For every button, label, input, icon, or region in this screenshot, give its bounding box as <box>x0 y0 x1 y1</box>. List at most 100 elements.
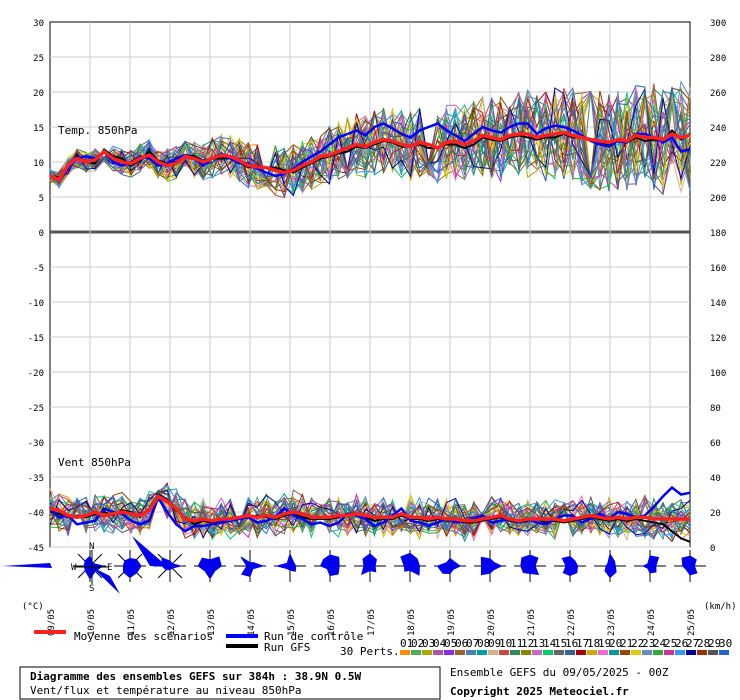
wind-rose <box>234 550 266 582</box>
pert-legend-swatch <box>554 650 564 655</box>
temp-pert-line <box>49 93 691 191</box>
legend-mean: Moyenne des scénarios <box>74 630 213 643</box>
y2-tick-label: 0 <box>710 544 715 554</box>
wind-roses <box>2 536 706 594</box>
pert-legend-swatch <box>620 650 630 655</box>
y-tick-label: 20 <box>33 89 44 99</box>
wind-rose <box>594 550 626 582</box>
pert-legend-label: 07 <box>466 637 479 650</box>
y-tick-label: -30 <box>28 439 44 449</box>
y-tick-label: -45 <box>28 544 44 554</box>
wind-mean-line <box>49 493 690 523</box>
y2-tick-label: 120 <box>710 334 726 344</box>
perturbation-legend: 0102030405060708091011121314151617181920… <box>400 637 732 655</box>
y2-tick-label: 280 <box>710 54 726 64</box>
wind-rose <box>194 550 226 582</box>
pert-legend-swatch <box>521 650 531 655</box>
pert-legend-label: 25 <box>664 637 677 650</box>
x-tick-label: 24/05 <box>647 609 657 636</box>
compass: N S W E <box>71 542 112 594</box>
pert-legend-label: 05 <box>444 637 457 650</box>
wind-rose <box>474 550 506 582</box>
x-tick-label: 23/05 <box>607 609 617 636</box>
x-tick-label: 12/05 <box>167 609 177 636</box>
title-box <box>19 666 441 700</box>
pert-legend-label: 18 <box>587 637 600 650</box>
legend-control: Run de contrôle <box>264 630 363 643</box>
pert-legend-label: 21 <box>620 637 633 650</box>
x-tick-label: 14/05 <box>247 609 257 636</box>
y-tick-label: -10 <box>28 299 44 309</box>
y2-tick-label: 100 <box>710 369 726 379</box>
pert-legend-swatch <box>499 650 509 655</box>
legend-gfs: Run GFS <box>264 641 310 654</box>
pert-legend-label: 09 <box>488 637 501 650</box>
wind-wedge <box>2 563 52 568</box>
wind-rose <box>354 550 386 582</box>
y2-tick-label: 60 <box>710 439 721 449</box>
wind-wedge <box>92 567 120 594</box>
pert-legend-label: 14 <box>543 637 557 650</box>
pert-legend-swatch <box>642 650 652 655</box>
wind-rose <box>394 550 426 582</box>
temp-mean-line <box>49 130 691 182</box>
temp-pert-line <box>49 93 691 191</box>
pert-legend-label: 22 <box>631 637 644 650</box>
pert-legend-swatch <box>664 650 674 655</box>
temp-pert-line <box>49 92 691 188</box>
y-tick-label: -15 <box>28 334 44 344</box>
pert-legend-swatch <box>565 650 575 655</box>
wind-label: Vent 850hPa <box>58 456 131 469</box>
y2-tick-label: 160 <box>710 264 726 274</box>
compass-s: S <box>89 584 94 594</box>
y-tick-label: -35 <box>28 474 44 484</box>
y-tick-label: 25 <box>33 54 44 64</box>
wind-rose <box>154 550 186 582</box>
chart-subtitle: Vent/flux et température au niveau 850hP… <box>30 684 302 697</box>
y-tick-label: 10 <box>33 159 44 169</box>
y-tick-label: -40 <box>28 509 44 519</box>
legend: Moyenne des scénarios Run de contrôle Ru… <box>34 630 732 658</box>
pert-legend-label: 03 <box>422 637 435 650</box>
wind-rose <box>434 550 466 582</box>
pert-legend-swatch <box>510 650 520 655</box>
pert-legend-label: 06 <box>455 637 468 650</box>
y-tick-label: -25 <box>28 404 44 414</box>
grid <box>50 22 690 548</box>
pert-legend-label: 23 <box>642 637 655 650</box>
wind-rose <box>114 550 146 582</box>
temp-pert-line <box>49 85 691 190</box>
pert-legend-swatch <box>411 650 421 655</box>
pert-legend-label: 15 <box>554 637 567 650</box>
wind-pert-line <box>49 489 691 539</box>
pert-legend-label: 17 <box>576 637 589 650</box>
pert-legend-swatch <box>697 650 707 655</box>
y-tick-label: 15 <box>33 124 44 134</box>
y-tick-label: 5 <box>39 194 44 204</box>
compass-w: W <box>71 563 77 573</box>
pert-legend-label: 26 <box>675 637 688 650</box>
pert-legend-label: 24 <box>653 637 667 650</box>
copyright: Copyright 2025 Meteociel.fr <box>450 685 629 698</box>
pert-legend-label: 11 <box>510 637 523 650</box>
y2-tick-label: 260 <box>710 89 726 99</box>
pert-legend-swatch <box>631 650 641 655</box>
pert-legend-swatch <box>400 650 410 655</box>
wind-rose <box>274 550 306 582</box>
pert-legend-swatch <box>719 650 729 655</box>
wind-rose <box>554 550 586 582</box>
x-tick-label: 11/05 <box>127 609 137 636</box>
pert-legend-label: 10 <box>499 637 512 650</box>
x-tick-label: 20/05 <box>487 609 497 636</box>
compass-n: N <box>89 542 94 552</box>
wind-rose <box>514 550 546 582</box>
pert-legend-swatch <box>532 650 542 655</box>
pert-legend-swatch <box>598 650 608 655</box>
pert-legend-label: 29 <box>708 637 721 650</box>
pert-legend-swatch <box>422 650 432 655</box>
wind-rose <box>74 550 106 582</box>
pert-legend-swatch <box>576 650 586 655</box>
pert-legend-swatch <box>444 650 454 655</box>
x-tick-label: 10/05 <box>87 609 97 636</box>
